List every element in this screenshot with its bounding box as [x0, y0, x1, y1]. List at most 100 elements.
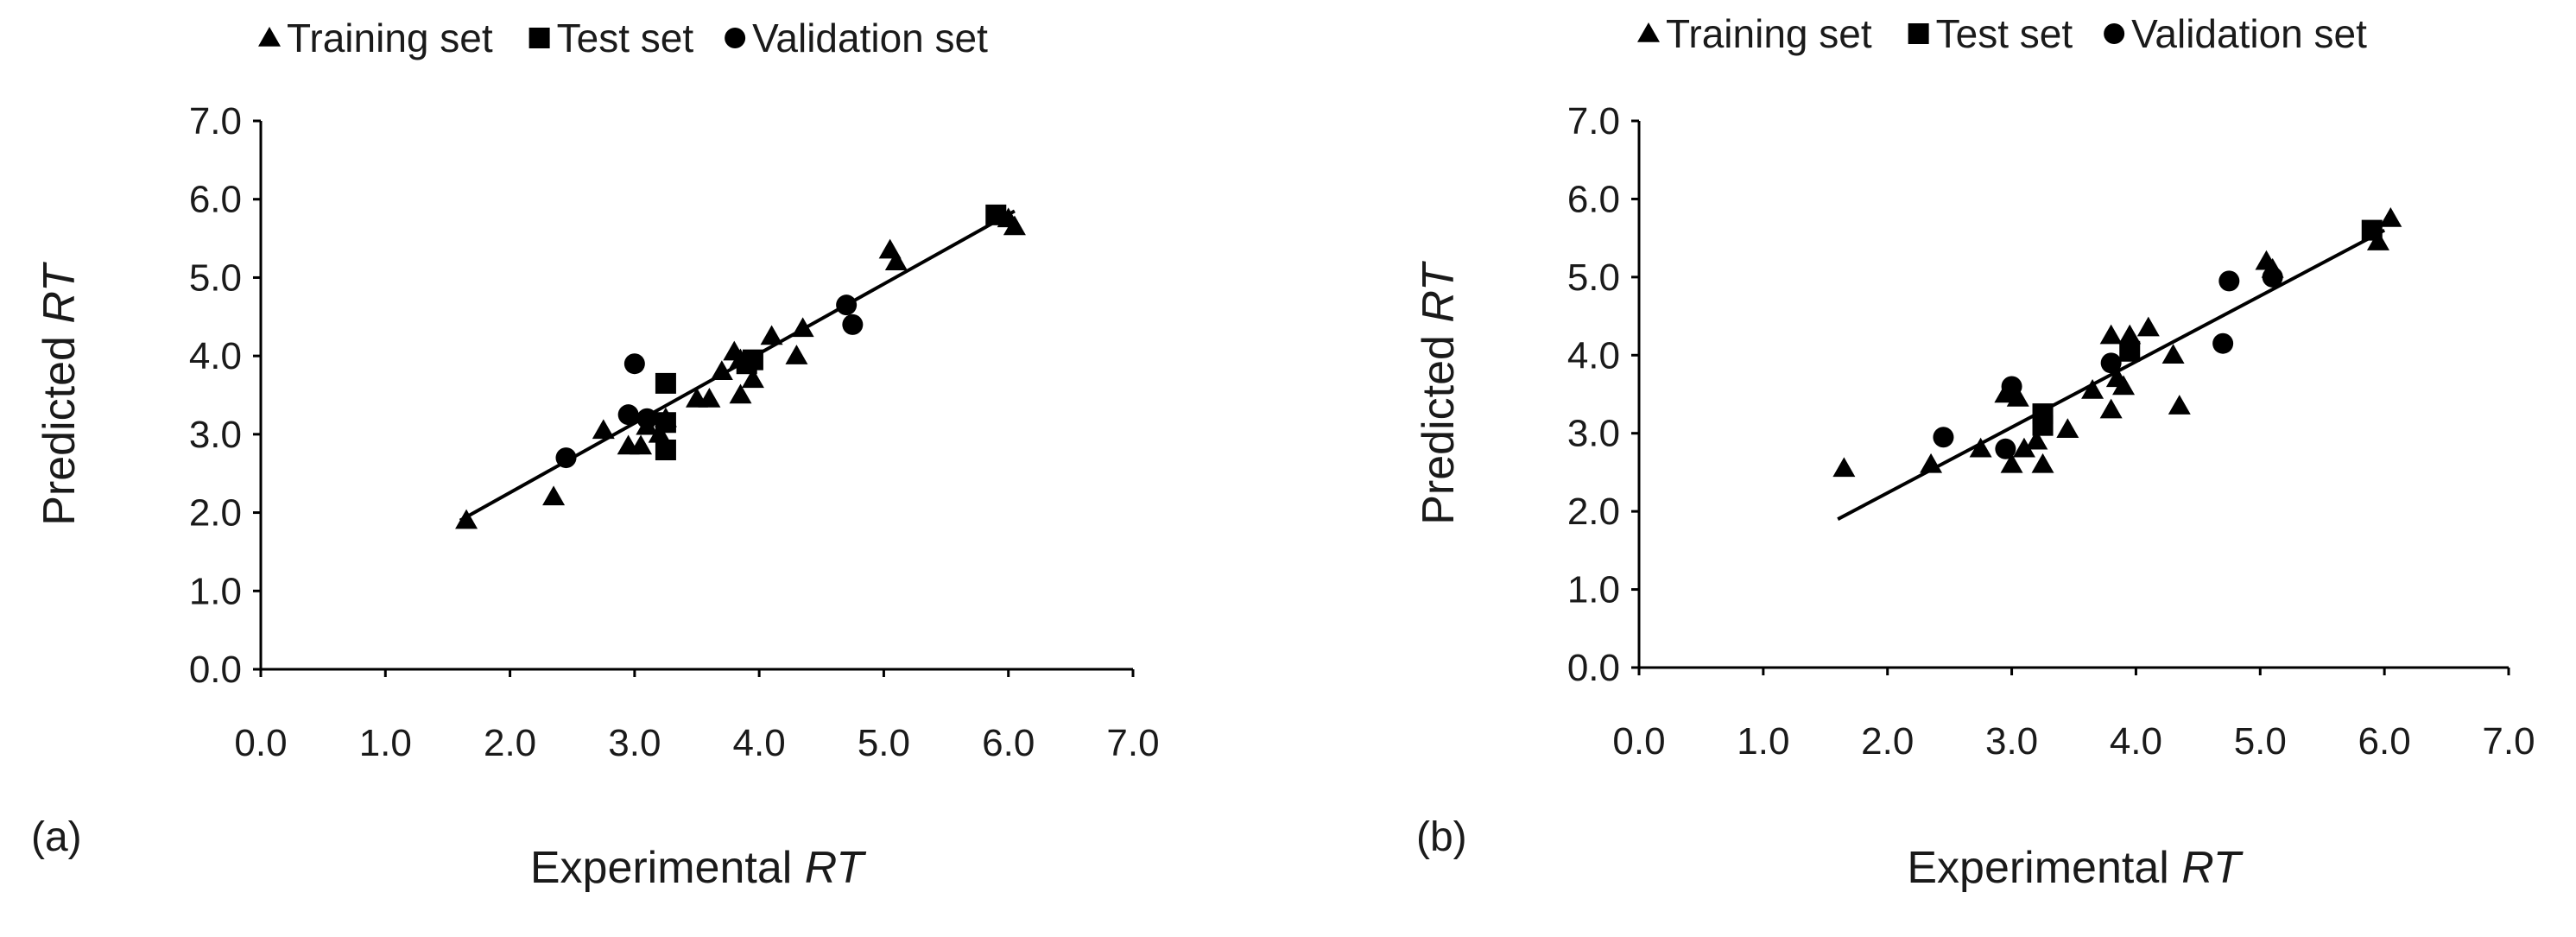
x-tick-label: 0.0	[1612, 720, 1665, 763]
triangle-point	[2081, 378, 2104, 399]
y-tick-label: 0.0	[189, 649, 242, 691]
y-tick-label: 4.0	[189, 335, 242, 377]
x-tick-label: 7.0	[1106, 722, 1159, 764]
x-tick-label: 4.0	[2110, 720, 2162, 763]
y-tick-label: 5.0	[1567, 256, 1620, 299]
triangle-point	[710, 360, 733, 381]
legend-label-training-set: Training set	[1666, 11, 1872, 56]
x-tick-label: 6.0	[982, 722, 1035, 764]
circle-point	[623, 353, 645, 375]
y-tick-label: 6.0	[1567, 178, 1620, 220]
y-axis-title: Predicted RT	[1414, 261, 1464, 525]
x-tick-label: 1.0	[1737, 720, 1789, 763]
panel-label: (a)	[31, 814, 82, 860]
legend-label-test-set: Test set	[557, 16, 694, 60]
legend-label-validation-set: Validation set	[752, 16, 988, 60]
triangle-point	[785, 345, 808, 364]
x-tick-label: 2.0	[484, 722, 536, 764]
y-tick-label: 4.0	[1567, 334, 1620, 377]
x-tick-label: 5.0	[2234, 720, 2287, 763]
triangle-point	[741, 368, 764, 389]
triangle-point	[1920, 453, 1943, 473]
square-point	[2119, 340, 2141, 362]
panel-a: 0.0 1.0 2.0 3.0 4.0 5.0 6.0 7.0 0.0 1.0 2.0 3.0 4.0 5…	[31, 16, 1160, 893]
legend: Training set Test set Validation set	[258, 16, 988, 60]
square-point	[655, 412, 676, 434]
circle-point	[1933, 427, 1954, 448]
triangle-point	[760, 325, 783, 345]
circle-point	[842, 313, 864, 335]
triangle-point	[2056, 418, 2079, 438]
y-tick-label: 1.0	[1567, 569, 1620, 611]
square-point	[655, 372, 676, 394]
triangle-point	[884, 250, 908, 271]
x-tick-label: 0.0	[234, 722, 287, 764]
y-tick-label: 3.0	[1567, 413, 1620, 455]
triangle-point	[1003, 215, 1026, 236]
triangle-point	[2012, 437, 2035, 458]
square-point	[2361, 219, 2383, 241]
legend-triangle-icon	[1637, 22, 1660, 42]
triangle-point	[2025, 429, 2048, 450]
y-tick-label: 3.0	[189, 414, 242, 456]
legend-circle-icon	[725, 28, 746, 48]
circle-point	[2218, 270, 2240, 292]
y-tick-label: 5.0	[189, 256, 242, 299]
x-tick-label: 4.0	[733, 722, 786, 764]
triangle-point	[2099, 398, 2123, 419]
triangle-point	[542, 485, 566, 506]
legend-triangle-icon	[258, 27, 281, 47]
circle-point	[2212, 332, 2234, 354]
circle-point	[617, 404, 639, 426]
triangle-point	[1969, 437, 1992, 458]
series-training-set	[455, 207, 1026, 529]
legend-label-training-set: Training set	[287, 16, 493, 60]
triangle-point	[698, 388, 721, 408]
y-tick-label: 2.0	[1567, 491, 1620, 533]
legend-square-icon	[528, 28, 550, 48]
legend-circle-icon	[2104, 23, 2125, 44]
triangle-point	[2136, 316, 2160, 337]
series-training-set	[1832, 207, 2402, 478]
triangle-point	[2112, 375, 2136, 396]
series-test-set	[655, 204, 1007, 460]
x-tick-label: 3.0	[608, 722, 661, 764]
panel-label: (b)	[1416, 814, 1467, 860]
legend-label-test-set: Test set	[1936, 11, 2073, 56]
legend: Training set Test set Validation set	[1637, 11, 2367, 56]
x-axis-title: Experimental RT	[530, 843, 867, 893]
circle-point	[636, 408, 658, 429]
triangle-point	[630, 434, 653, 455]
series-validation-set	[555, 294, 864, 469]
x-tick-label: 7.0	[2482, 720, 2535, 763]
circle-point	[555, 447, 577, 469]
series-test-set	[2032, 219, 2383, 436]
circle-point	[2100, 352, 2122, 374]
triangle-point	[2379, 207, 2402, 227]
triangle-point	[2168, 395, 2191, 415]
legend-square-icon	[1908, 23, 1929, 44]
square-point	[985, 204, 1007, 225]
legend-label-validation-set: Validation set	[2131, 11, 2367, 56]
triangle-point	[2161, 344, 2185, 364]
y-axis-title: Predicted RT	[35, 262, 85, 526]
circle-point	[1995, 438, 2016, 459]
y-tick-label: 6.0	[189, 179, 242, 221]
x-tick-label: 6.0	[2358, 720, 2411, 763]
panel-b: 0.0 1.0 2.0 3.0 4.0 5.0 6.0 7.0 0.0 1.0 2.0 3.0 4.0 5…	[1414, 11, 2535, 893]
triangle-point	[455, 509, 478, 529]
y-tick-label: 1.0	[189, 570, 242, 612]
x-tick-label: 5.0	[858, 722, 910, 764]
circle-point	[2001, 376, 2022, 397]
x-tick-label: 1.0	[359, 722, 412, 764]
y-tick-label: 7.0	[1567, 100, 1620, 142]
triangle-point	[592, 419, 615, 440]
triangle-point	[2000, 453, 2023, 473]
triangle-point	[791, 317, 814, 338]
square-point	[742, 349, 763, 370]
triangle-point	[729, 383, 752, 404]
triangle-point	[2099, 324, 2123, 345]
y-tick-label: 0.0	[1567, 647, 1620, 689]
